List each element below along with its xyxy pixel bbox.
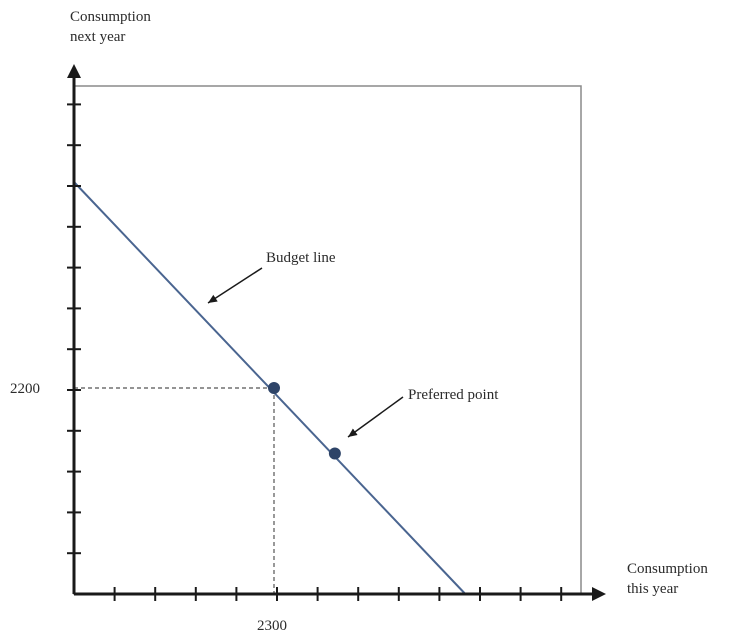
preferred-point-annotation: Preferred point [408, 387, 499, 403]
x-axis-label-line-1: Consumption [627, 561, 708, 577]
y-axis-arrowhead [67, 64, 81, 78]
y-axis-label-line-1: Consumption [70, 9, 151, 25]
point-2300-2200 [268, 382, 280, 394]
y-axis-label-line-2: next year [70, 29, 125, 45]
x-tick-label-2300: 2300 [257, 618, 287, 634]
plot-frame [73, 85, 582, 595]
budget-line-annotation: Budget line [266, 250, 336, 266]
x-axis-label-line-2: this year [627, 581, 678, 597]
budget-line-pointer-arrow [207, 267, 263, 304]
preferred-point [328, 447, 341, 460]
x-axis-arrowhead [592, 587, 606, 601]
preferred-point-pointer-arrow [347, 396, 404, 438]
y-tick-label-2200: 2200 [10, 381, 40, 397]
